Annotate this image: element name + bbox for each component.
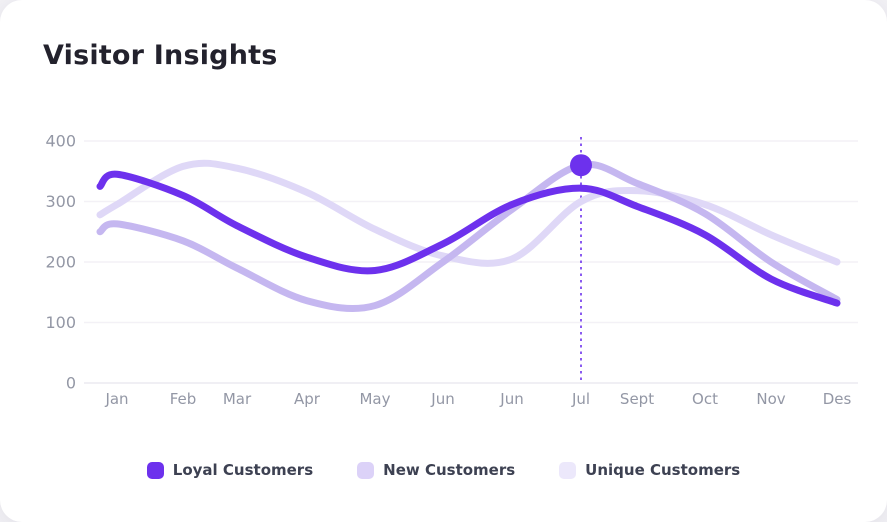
x-axis-label: Feb xyxy=(170,390,197,408)
legend-label: Unique Customers xyxy=(585,461,741,479)
chart-legend: Loyal Customers New Customers Unique Cus… xyxy=(0,461,887,479)
y-axis-label: 0 xyxy=(66,374,76,393)
x-axis-label: Apr xyxy=(294,390,321,408)
y-axis-label: 200 xyxy=(45,253,76,272)
legend-item-loyal-customers[interactable]: Loyal Customers xyxy=(146,461,314,479)
legend-item-new-customers[interactable]: New Customers xyxy=(357,461,515,479)
y-axis-label: 300 xyxy=(45,192,76,211)
x-axis-label: Mar xyxy=(223,390,252,408)
chart-title: Visitor Insights xyxy=(43,40,278,71)
legend-item-unique-customers[interactable]: Unique Customers xyxy=(559,461,740,479)
new-customers-swatch-icon xyxy=(357,461,375,479)
y-axis-label: 400 xyxy=(45,132,76,151)
legend-label: Loyal Customers xyxy=(172,461,314,479)
x-axis-label: Des xyxy=(823,390,852,408)
x-axis-label: Jan xyxy=(104,390,128,408)
series-line-unique-customers[interactable] xyxy=(96,159,841,267)
series-line-new-customers[interactable] xyxy=(96,160,841,313)
y-axis-label: 100 xyxy=(45,313,76,332)
x-axis-label: Jun xyxy=(499,390,523,408)
x-axis-label: Oct xyxy=(692,390,718,408)
x-axis-label: Jun xyxy=(430,390,454,408)
x-axis-label: Sept xyxy=(620,390,654,408)
highlighted-data-point[interactable] xyxy=(570,154,592,177)
x-axis-label: Jul xyxy=(571,390,590,408)
x-axis-label: Nov xyxy=(756,390,785,408)
unique-customers-swatch-icon xyxy=(559,461,577,479)
x-axis-label: May xyxy=(359,390,390,408)
series-line-loyal-customers[interactable] xyxy=(96,170,841,307)
loyal-customers-swatch-icon xyxy=(146,461,164,479)
legend-label: New Customers xyxy=(383,461,516,479)
